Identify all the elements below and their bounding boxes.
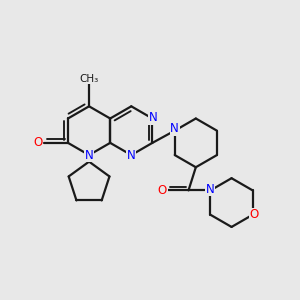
Text: N: N <box>127 149 136 162</box>
Text: N: N <box>206 183 214 196</box>
Text: CH₃: CH₃ <box>80 74 99 84</box>
Text: O: O <box>158 184 167 197</box>
Text: O: O <box>249 208 259 221</box>
Text: N: N <box>170 122 179 135</box>
Text: N: N <box>85 148 93 162</box>
Text: N: N <box>149 111 158 124</box>
Text: O: O <box>34 136 43 149</box>
